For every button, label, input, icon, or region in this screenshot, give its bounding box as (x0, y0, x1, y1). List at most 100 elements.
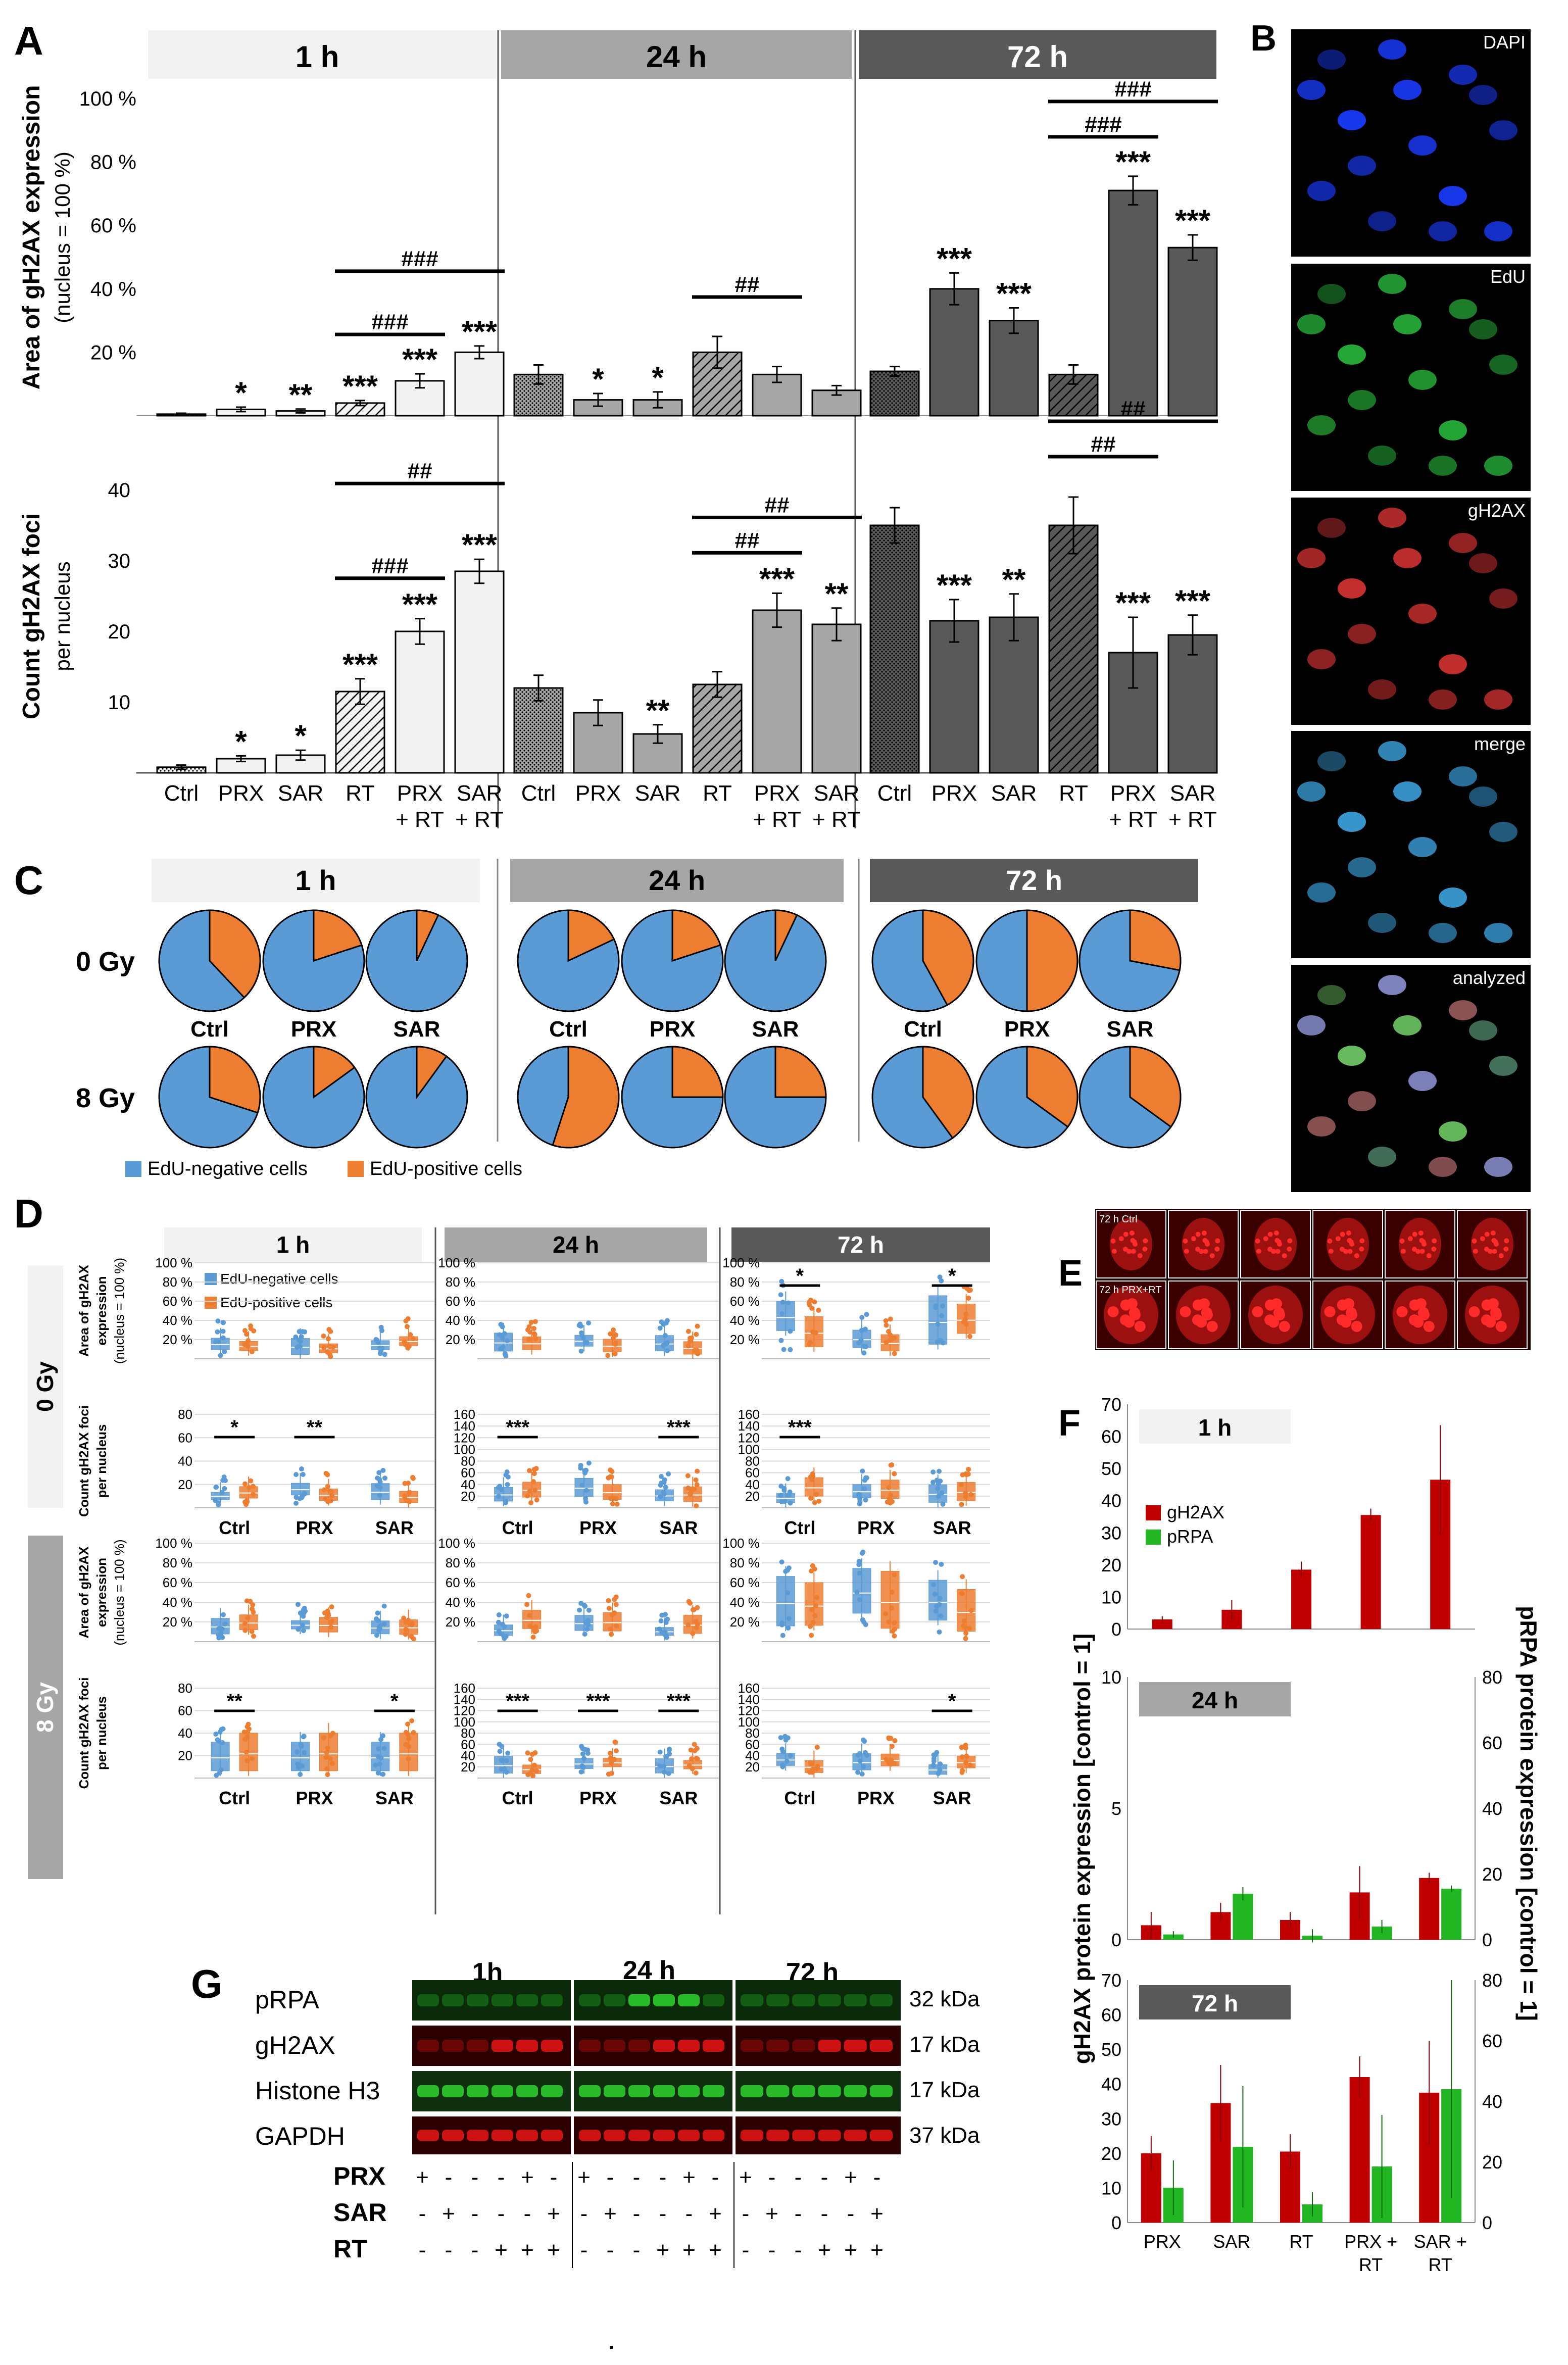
data-point (375, 1475, 380, 1481)
box-edu-negative (211, 1742, 230, 1771)
data-point (694, 1482, 700, 1488)
time-header-72h (859, 30, 1216, 79)
significance-star: *** (402, 587, 438, 621)
x-tick-label: RT (1429, 2254, 1452, 2275)
data-point (373, 1762, 378, 1768)
group-label: PRX (291, 1017, 336, 1042)
data-point (527, 1613, 532, 1618)
data-point (244, 1598, 250, 1604)
y-tick-label: 80 % (163, 1555, 192, 1570)
treatment-sign: + (521, 2165, 534, 2190)
gh2ax-focus (1206, 1320, 1218, 1332)
significance-star: ** (289, 378, 313, 412)
data-point (693, 1477, 699, 1483)
data-point (695, 1605, 700, 1610)
data-point (215, 1329, 220, 1335)
data-point (586, 1320, 592, 1326)
western-blots: pRPA 32 kDa gH2AX 17 kDa Histone H3 17 kDa GAP… (255, 1980, 980, 2268)
y-tick-label-right: 20 (1482, 1864, 1502, 1885)
treatment-sign: - (768, 2165, 776, 2190)
data-point (692, 1742, 697, 1747)
bracket-label: ## (1121, 397, 1146, 421)
data-point (961, 1623, 966, 1629)
x-tick-label: + RT (1109, 807, 1157, 832)
data-point (403, 1619, 409, 1625)
data-point (375, 1610, 380, 1616)
data-point (695, 1351, 701, 1356)
y-tick-label: 40 (178, 1454, 192, 1469)
nucleus (1429, 456, 1457, 476)
data-point (892, 1572, 897, 1578)
treatment-sign: + (739, 2165, 752, 2190)
gh2ax-focus (1183, 1238, 1188, 1244)
data-point (220, 1328, 226, 1334)
gh2ax-focus (1472, 1238, 1477, 1244)
gh2ax-focus (1142, 1246, 1148, 1252)
data-point (296, 1344, 302, 1349)
bar (929, 620, 979, 774)
data-point (934, 1603, 939, 1609)
data-point (690, 1607, 696, 1612)
row-label-0gy: 0 Gy (76, 947, 135, 977)
blot-band (541, 2085, 563, 2097)
data-point (300, 1472, 306, 1477)
data-point (686, 1599, 692, 1604)
gh2ax-focus (1419, 1249, 1425, 1254)
channel-label: gH2AX (1468, 500, 1526, 521)
data-point (526, 1324, 532, 1329)
y-tick-label: 40 (745, 1748, 760, 1763)
y-tick-label: 20 % (446, 1614, 475, 1630)
data-point (659, 1612, 665, 1618)
significance-star: *** (342, 648, 378, 681)
group-label: SAR (1107, 1017, 1154, 1042)
data-point (886, 1736, 892, 1741)
data-point (328, 1624, 334, 1630)
bracket-label: ## (735, 528, 760, 553)
bar (1167, 634, 1218, 774)
x-tick-label: SAR (278, 781, 323, 806)
y-tick-label: 20 (1101, 1555, 1121, 1575)
data-point (220, 1612, 226, 1617)
data-point (967, 1762, 973, 1768)
channel-label: analyzed (1453, 967, 1526, 988)
data-point (780, 1633, 786, 1638)
time-header-24h (445, 1227, 707, 1262)
x-tick-label: Ctrl (877, 781, 912, 806)
blot-band (516, 2040, 538, 2052)
x-tick-label: PRX (397, 781, 443, 806)
treatment-sign: + (682, 2165, 696, 2190)
pie-slice-edu-positive (1129, 909, 1182, 971)
significance-star: *** (937, 241, 972, 275)
data-point (295, 1749, 300, 1755)
data-point (217, 1770, 222, 1776)
data-point (892, 1351, 897, 1356)
y-tick-label: 80 % (446, 1555, 475, 1570)
y-tick-label: 60 % (730, 1575, 760, 1590)
significance-star: ** (646, 694, 670, 727)
nucleus (1489, 1056, 1517, 1076)
data-point (531, 1762, 537, 1768)
y-tick-label: 20 (461, 1489, 475, 1504)
y-tick-label: 20 % (446, 1332, 475, 1347)
area-ylabel-sub: (nucleus = 100 %) (51, 152, 74, 323)
significance-star: *** (788, 1416, 812, 1439)
blot-band (766, 2085, 790, 2097)
data-point (959, 1590, 964, 1596)
group-label: PRX (296, 1517, 333, 1538)
x-tick-label: RT (1059, 781, 1088, 806)
data-point (250, 1756, 255, 1761)
data-point (329, 1761, 335, 1766)
data-point (938, 1338, 943, 1343)
y-tick-label: 60 (1101, 1426, 1121, 1447)
data-point (690, 1631, 696, 1636)
gh2ax-focus (1203, 1249, 1208, 1254)
data-point (326, 1336, 331, 1342)
significance-star: * (295, 719, 307, 753)
data-point (788, 1753, 793, 1758)
data-point (666, 1471, 671, 1476)
data-point (780, 1300, 786, 1305)
gh2ax-focus (1252, 1306, 1263, 1317)
data-point (607, 1474, 613, 1480)
y-tick-label: 60 (461, 1465, 475, 1481)
data-point (861, 1764, 866, 1769)
